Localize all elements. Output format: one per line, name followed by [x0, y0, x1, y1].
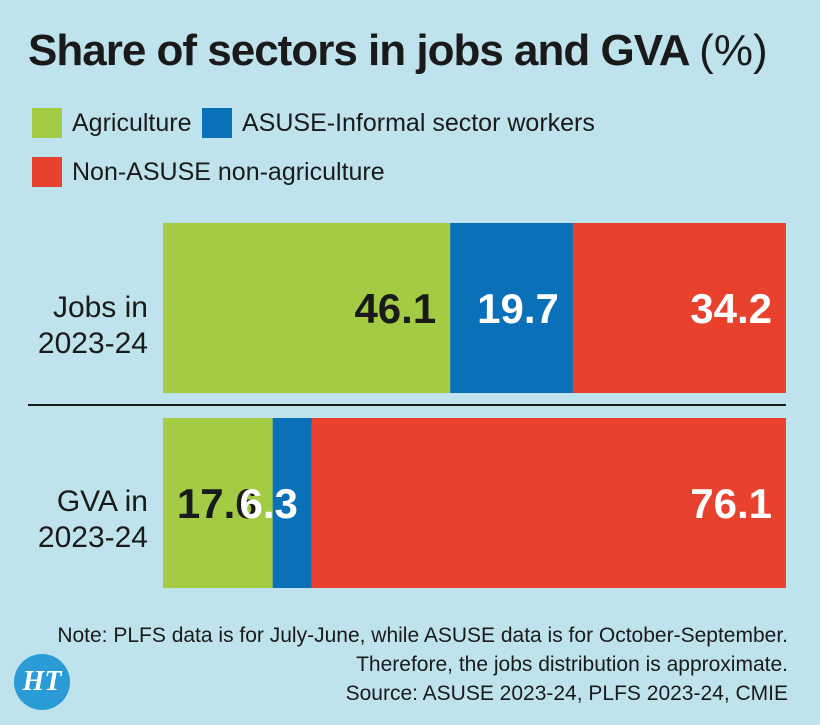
bar-jobs-asuse	[450, 223, 573, 393]
title-text: Share of sectors in jobs and GVA	[28, 26, 689, 75]
bar-gva-non-asuse	[311, 418, 786, 588]
data-label-gva-non-asuse: 76.1	[690, 480, 772, 527]
bar-jobs-agriculture	[163, 223, 451, 393]
ht-logo: HT	[14, 654, 70, 710]
row-label-jobs-line1: Jobs in	[52, 291, 148, 324]
row-label-jobs-line2: 2023-24	[37, 327, 148, 360]
bar-gva-asuse	[272, 418, 312, 588]
note-text-2: Therefore, the jobs distribution is appr…	[356, 653, 788, 676]
legend-item-agriculture: Agriculture	[32, 108, 192, 138]
data-label-gva-asuse: 6.3	[240, 480, 298, 527]
chart-title: Share of sectors in jobs and GVA (%)	[28, 26, 768, 76]
title-unit: (%)	[699, 26, 768, 75]
data-label-jobs-asuse: 19.7	[477, 285, 559, 332]
row-label-gva-line1: GVA in	[56, 485, 148, 518]
legend-swatch-agriculture	[32, 108, 62, 138]
data-label-jobs-agriculture: 46.1	[354, 285, 436, 332]
row-label-gva: GVA in 2023-24	[0, 484, 148, 556]
bar-gva-agriculture	[163, 418, 273, 588]
row-label-gva-line2: 2023-24	[37, 521, 148, 554]
data-label-jobs-non-asuse: 34.2	[690, 285, 772, 332]
source-text: Source: ASUSE 2023-24, PLFS 2023-24, CMI…	[345, 682, 788, 705]
legend-label-non-asuse: Non-ASUSE non-agriculture	[72, 157, 385, 186]
note-text: Note: PLFS data is for July-June, while …	[57, 624, 788, 647]
legend-label-agriculture: Agriculture	[72, 108, 192, 137]
legend-item-asuse: ASUSE-Informal sector workers	[202, 108, 595, 138]
legend-swatch-non-asuse	[32, 157, 62, 187]
legend-swatch-asuse	[202, 108, 232, 138]
row-label-jobs: Jobs in 2023-24	[0, 290, 148, 362]
data-label-gva-agriculture: 17.6	[177, 480, 259, 527]
legend-label-asuse: ASUSE-Informal sector workers	[242, 108, 595, 137]
legend-item-non-asuse: Non-ASUSE non-agriculture	[32, 157, 385, 187]
logo-text: HT	[22, 666, 62, 697]
bar-jobs-non-asuse	[572, 223, 786, 393]
